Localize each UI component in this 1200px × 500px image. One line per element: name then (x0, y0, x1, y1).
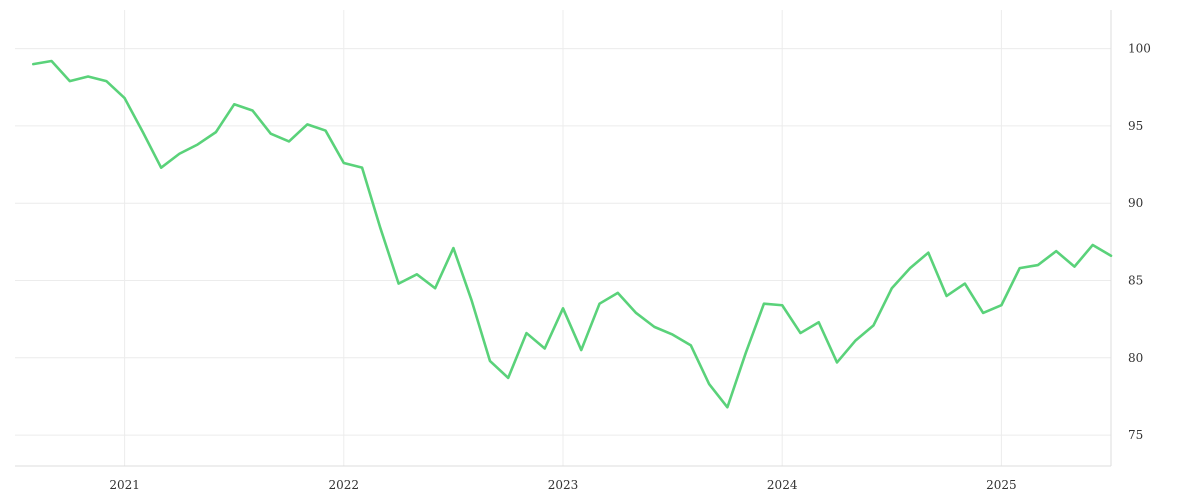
tick-labels: 75 80 85 90 95 100 2021 2022 2023 2024 2025 (109, 42, 1151, 492)
data-point (891, 287, 893, 289)
data-point (1073, 265, 1075, 267)
data-point (1110, 255, 1112, 257)
data-point (142, 131, 144, 133)
data-point (1000, 304, 1002, 306)
data-point (324, 129, 326, 131)
data-point (379, 227, 381, 229)
data-point (854, 340, 856, 342)
data-point (507, 377, 509, 379)
data-point (671, 333, 673, 335)
x-tick-label: 2024 (767, 478, 798, 492)
y-tick-label: 80 (1128, 351, 1143, 365)
data-point (1018, 267, 1020, 269)
data-point (87, 75, 89, 77)
x-tick-label: 2023 (548, 478, 579, 492)
y-tick-label: 100 (1128, 42, 1151, 56)
data-point (982, 312, 984, 314)
data-point (343, 162, 345, 164)
data-point (964, 282, 966, 284)
data-point (744, 352, 746, 354)
data-point (69, 80, 71, 82)
data-point (288, 140, 290, 142)
y-tick-label: 95 (1128, 119, 1143, 133)
data-point (233, 103, 235, 105)
data-point (123, 97, 125, 99)
y-tick-label: 75 (1128, 428, 1143, 442)
data-point (781, 304, 783, 306)
data-point (1037, 264, 1039, 266)
data-point (525, 332, 527, 334)
data-point (818, 321, 820, 323)
data-point (489, 360, 491, 362)
data-point (635, 312, 637, 314)
x-tick-label: 2022 (329, 478, 360, 492)
data-point (251, 109, 253, 111)
data-point (215, 131, 217, 133)
data-point (452, 247, 454, 249)
data-point (270, 132, 272, 134)
data-point (361, 166, 363, 168)
data-point (416, 273, 418, 275)
series-line-0 (31, 59, 1113, 409)
data-point (544, 347, 546, 349)
data-point (927, 251, 929, 253)
data-point (306, 123, 308, 125)
data-point (196, 143, 198, 145)
series-layer (31, 59, 1113, 409)
data-point (653, 326, 655, 328)
data-point (178, 153, 180, 155)
data-point (105, 80, 107, 82)
data-point (763, 302, 765, 304)
x-tick-label: 2025 (986, 478, 1017, 492)
y-tick-label: 85 (1128, 274, 1143, 288)
data-point (909, 267, 911, 269)
data-point (580, 349, 582, 351)
data-point (836, 361, 838, 363)
data-point (945, 295, 947, 297)
data-point (1092, 244, 1094, 246)
data-point (434, 287, 436, 289)
data-point (726, 406, 728, 408)
data-point (470, 299, 472, 301)
data-point (562, 307, 564, 309)
data-point (617, 292, 619, 294)
data-point (799, 332, 801, 334)
gridlines (15, 10, 1111, 466)
x-tick-label: 2021 (109, 478, 140, 492)
data-point (32, 63, 34, 65)
y-tick-label: 90 (1128, 196, 1143, 210)
data-point (50, 60, 52, 62)
axes (15, 10, 1112, 467)
data-point (598, 302, 600, 304)
data-point (397, 282, 399, 284)
data-point (708, 383, 710, 385)
data-point (160, 166, 162, 168)
data-point (690, 344, 692, 346)
data-point (872, 324, 874, 326)
data-point (1055, 250, 1057, 252)
